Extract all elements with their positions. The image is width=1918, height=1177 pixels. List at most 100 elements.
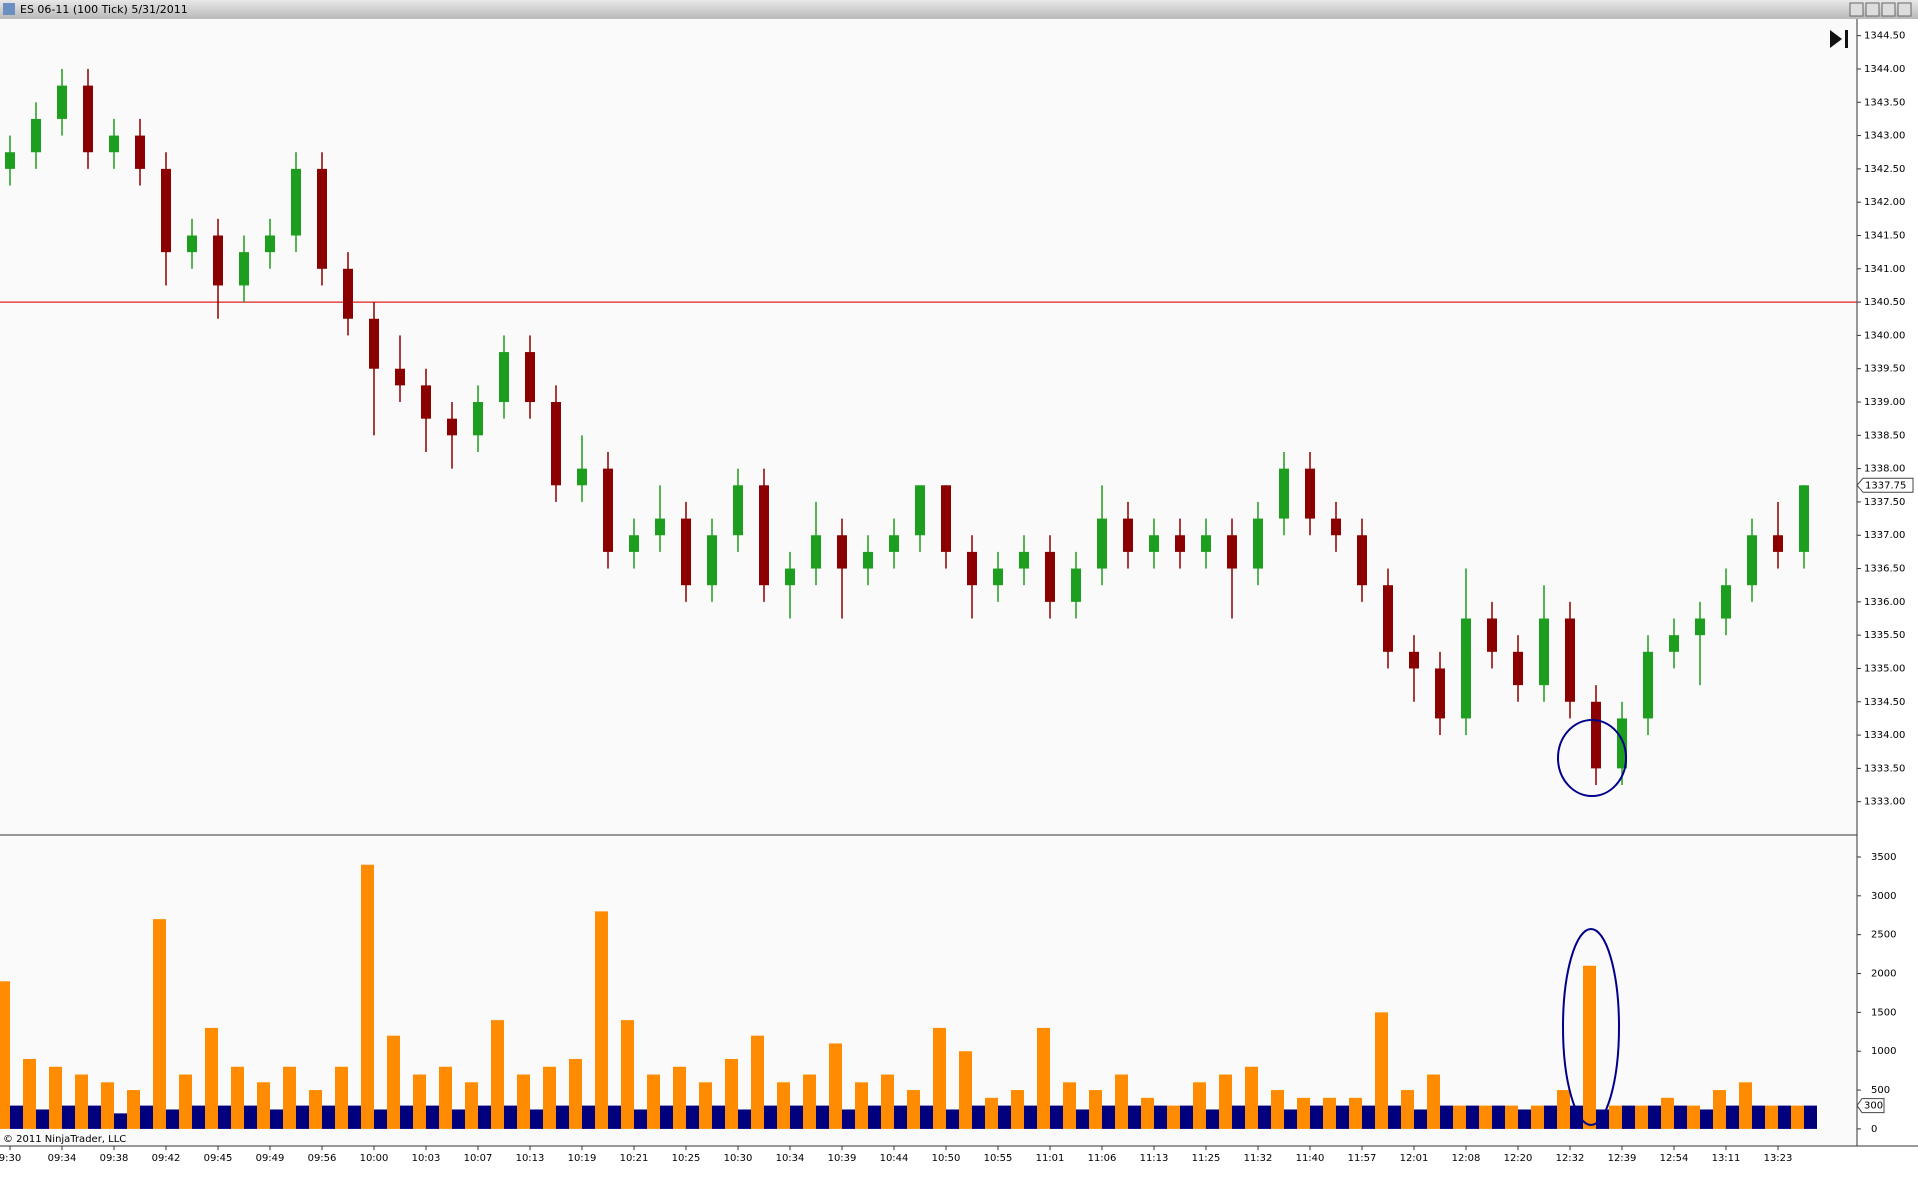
volume-bar xyxy=(582,1105,595,1129)
volume-bar xyxy=(543,1066,556,1129)
volume-bar xyxy=(556,1105,569,1129)
volume-bar xyxy=(140,1105,153,1129)
volume-bar xyxy=(322,1105,335,1129)
volume-bar xyxy=(283,1066,296,1129)
y-tick-label: 3000 xyxy=(1871,891,1896,902)
x-tick-label: 12:01 xyxy=(1400,1153,1429,1164)
volume-bar xyxy=(1596,1109,1609,1129)
candle-body xyxy=(681,518,691,586)
volume-bar xyxy=(335,1066,348,1129)
volume-bar xyxy=(1232,1105,1245,1129)
volume-bar xyxy=(127,1090,140,1129)
volume-bar xyxy=(1713,1090,1726,1129)
volume-bar xyxy=(569,1058,582,1129)
candle-body xyxy=(1565,618,1575,702)
y-tick-label: 1338.00 xyxy=(1864,464,1905,475)
volume-bar xyxy=(1700,1109,1713,1129)
x-tick-label: 10:00 xyxy=(360,1153,389,1164)
volume-bar xyxy=(1505,1105,1518,1129)
candle-body xyxy=(343,268,353,319)
volume-bar xyxy=(1076,1109,1089,1129)
volume-bar xyxy=(1128,1105,1141,1129)
volume-bar xyxy=(751,1035,764,1129)
volume-bar xyxy=(634,1109,647,1129)
volume-bar xyxy=(517,1074,530,1129)
volume-bar xyxy=(725,1058,738,1129)
y-tick-label: 1337.50 xyxy=(1864,497,1905,508)
volume-bar xyxy=(348,1105,361,1129)
restore-button[interactable] xyxy=(1881,2,1896,17)
volume-bar xyxy=(1518,1109,1531,1129)
x-tick-label: 10:21 xyxy=(620,1153,649,1164)
candle-body xyxy=(1045,551,1055,602)
candle-body xyxy=(1409,651,1419,669)
volume-bar xyxy=(1583,965,1596,1129)
volume-bar xyxy=(1804,1105,1817,1129)
volume-bar xyxy=(1791,1105,1804,1129)
volume-bar xyxy=(1336,1105,1349,1129)
candle-body xyxy=(1331,518,1341,536)
candle-body xyxy=(1175,535,1185,552)
close-button[interactable] xyxy=(1897,2,1912,17)
volume-bar xyxy=(1258,1105,1271,1129)
minimize-button[interactable] xyxy=(1849,2,1864,17)
y-tick-label: 2500 xyxy=(1871,930,1896,941)
volume-bar xyxy=(1349,1097,1362,1129)
y-tick-label: 500 xyxy=(1871,1085,1890,1096)
candle-body xyxy=(1071,568,1081,602)
volume-bar xyxy=(49,1066,62,1129)
volume-bar xyxy=(855,1082,868,1129)
candle-body xyxy=(1357,535,1367,586)
candle-body xyxy=(369,318,379,369)
volume-bar xyxy=(881,1074,894,1129)
x-tick-label: 10:25 xyxy=(672,1153,701,1164)
volume-bar xyxy=(1479,1105,1492,1129)
candle-body xyxy=(265,235,275,253)
volume-bar xyxy=(1063,1082,1076,1129)
volume-bar xyxy=(608,1105,621,1129)
candle-body xyxy=(629,535,639,552)
volume-bar xyxy=(1466,1105,1479,1129)
volume-bar xyxy=(1167,1105,1180,1129)
scroll-end-button[interactable] xyxy=(1830,30,1848,48)
x-tick-label: 12:20 xyxy=(1504,1153,1533,1164)
x-tick-label: 09:56 xyxy=(308,1153,337,1164)
y-tick-label: 1337.00 xyxy=(1864,530,1905,541)
y-tick-label: 1336.00 xyxy=(1864,597,1905,608)
volume-bar xyxy=(400,1105,413,1129)
copyright: © 2011 NinjaTrader, LLC xyxy=(3,1134,126,1145)
volume-bar xyxy=(1271,1090,1284,1129)
volume-bar xyxy=(1011,1090,1024,1129)
volume-bar xyxy=(296,1105,309,1129)
candle-body xyxy=(1669,635,1679,652)
volume-bar xyxy=(673,1066,686,1129)
maximize-button[interactable] xyxy=(1865,2,1880,17)
volume-bar xyxy=(1050,1105,1063,1129)
volume-bar xyxy=(387,1035,400,1129)
x-tick-label: 10:03 xyxy=(412,1153,441,1164)
candle-body xyxy=(187,235,197,253)
volume-bar xyxy=(1180,1105,1193,1129)
x-tick-label: 10:39 xyxy=(828,1153,857,1164)
x-tick-label: 11:32 xyxy=(1244,1153,1273,1164)
candle-body xyxy=(1747,535,1757,586)
y-tick-label: 1342.00 xyxy=(1864,197,1905,208)
volume-bar xyxy=(1037,1027,1050,1129)
volume-bar xyxy=(595,911,608,1129)
volume-bar xyxy=(1427,1074,1440,1129)
volume-bar xyxy=(309,1090,322,1129)
x-tick-label: 11:57 xyxy=(1348,1153,1377,1164)
candle-body xyxy=(1435,668,1445,719)
volume-bar xyxy=(1544,1105,1557,1129)
volume-bar xyxy=(894,1105,907,1129)
volume-bar xyxy=(114,1113,127,1129)
volume-bar xyxy=(699,1082,712,1129)
candle-body xyxy=(1279,468,1289,519)
volume-bar xyxy=(361,864,374,1129)
last-volume-marker xyxy=(1856,1098,1885,1114)
volume-bar xyxy=(1661,1097,1674,1129)
x-tick-label: 10:07 xyxy=(464,1153,493,1164)
volume-bar xyxy=(88,1105,101,1129)
window-buttons[interactable] xyxy=(1849,2,1912,17)
candle-body xyxy=(1591,701,1601,769)
